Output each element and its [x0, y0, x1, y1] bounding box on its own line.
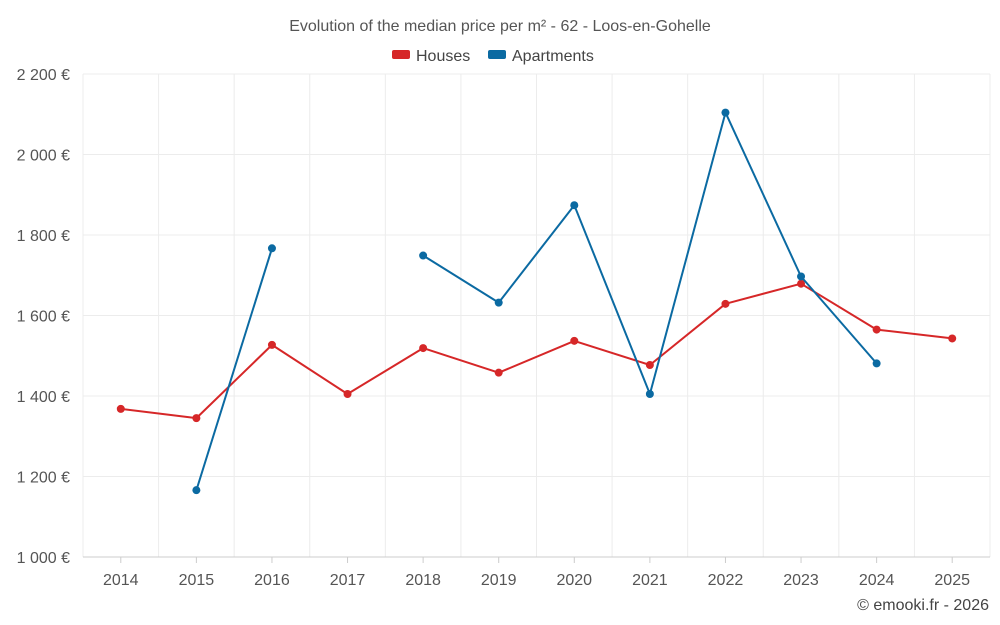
- x-tick-label: 2015: [179, 572, 215, 589]
- data-point-houses[interactable]: [494, 368, 503, 377]
- x-tick-label: 2021: [632, 572, 668, 589]
- x-tick-label: 2017: [330, 572, 366, 589]
- data-point-houses[interactable]: [419, 344, 428, 353]
- data-point-apartments[interactable]: [494, 298, 503, 307]
- data-point-houses[interactable]: [948, 334, 957, 343]
- data-point-apartments[interactable]: [721, 108, 730, 117]
- y-tick-label: 1 200 €: [17, 470, 70, 487]
- x-tick-label: 2020: [556, 572, 592, 589]
- x-tick-label: 2025: [934, 572, 970, 589]
- x-axis: 2014 2015 2016 2017 2018 2019 2020 2021 2022 2023…: [83, 556, 990, 589]
- series-layer: [116, 108, 957, 495]
- chart-title: Evolution of the median price per m² - 6…: [289, 18, 711, 35]
- x-tick-label: 2024: [859, 572, 895, 589]
- grid: [82, 73, 991, 557]
- y-tick-label: 1 800 €: [17, 228, 70, 245]
- data-point-apartments[interactable]: [797, 272, 806, 281]
- legend-label-houses: Houses: [416, 48, 470, 65]
- y-tick-label: 2 000 €: [17, 148, 70, 165]
- series-line-apartments: [195, 248, 273, 491]
- legend-item-houses[interactable]: Houses: [392, 48, 470, 65]
- x-tick-label: 2016: [254, 572, 290, 589]
- data-point-houses[interactable]: [343, 389, 352, 398]
- x-tick-label: 2022: [708, 572, 744, 589]
- data-point-houses[interactable]: [267, 340, 276, 349]
- x-tick-label: 2023: [783, 572, 819, 589]
- data-point-apartments[interactable]: [872, 359, 881, 368]
- data-point-houses[interactable]: [721, 299, 730, 308]
- series-apartments: [192, 108, 881, 495]
- data-point-houses[interactable]: [797, 279, 806, 288]
- legend-swatch-apartments: [488, 50, 506, 59]
- x-tick-label: 2019: [481, 572, 517, 589]
- legend-label-apartments: Apartments: [512, 48, 594, 65]
- data-point-apartments[interactable]: [192, 486, 201, 495]
- data-point-houses[interactable]: [116, 404, 125, 413]
- y-tick-label: 1 000 €: [17, 550, 70, 567]
- credit-text: © emooki.fr - 2026: [857, 597, 989, 614]
- y-tick-label: 1 600 €: [17, 309, 70, 326]
- legend-swatch-houses: [392, 50, 410, 59]
- data-point-houses[interactable]: [570, 336, 579, 345]
- data-point-apartments[interactable]: [419, 251, 428, 260]
- data-point-apartments[interactable]: [267, 244, 276, 253]
- x-tick-label: 2018: [405, 572, 441, 589]
- legend: Houses Apartments: [392, 48, 594, 65]
- x-tick-label: 2014: [103, 572, 139, 589]
- data-point-houses[interactable]: [872, 325, 881, 334]
- data-point-houses[interactable]: [645, 361, 654, 370]
- data-point-apartments[interactable]: [645, 389, 654, 398]
- y-tick-label: 1 400 €: [17, 389, 70, 406]
- legend-item-apartments[interactable]: Apartments: [488, 48, 594, 65]
- data-point-apartments[interactable]: [570, 201, 579, 210]
- data-point-houses[interactable]: [192, 414, 201, 423]
- y-axis: 1 000 € 1 200 € 1 400 € 1 600 € 1 800 € 2 000…: [17, 67, 70, 567]
- y-tick-label: 2 200 €: [17, 67, 70, 84]
